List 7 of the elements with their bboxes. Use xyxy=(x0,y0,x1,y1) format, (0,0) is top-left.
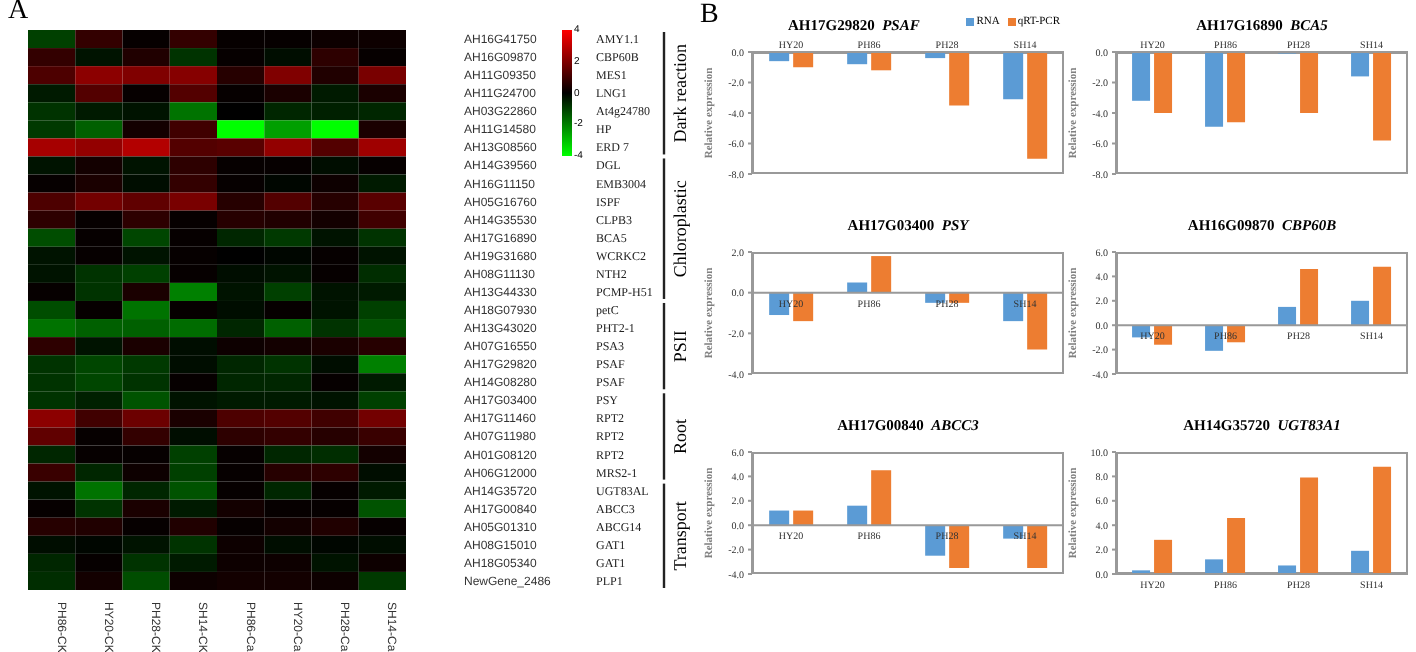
text: Root xyxy=(670,417,691,454)
text: PSII xyxy=(670,330,691,363)
text: Chloroplastic xyxy=(670,180,691,278)
text: Dark reaction xyxy=(670,43,691,143)
text: Transport xyxy=(670,500,691,571)
text: A xyxy=(8,0,29,28)
text: B xyxy=(700,0,719,32)
